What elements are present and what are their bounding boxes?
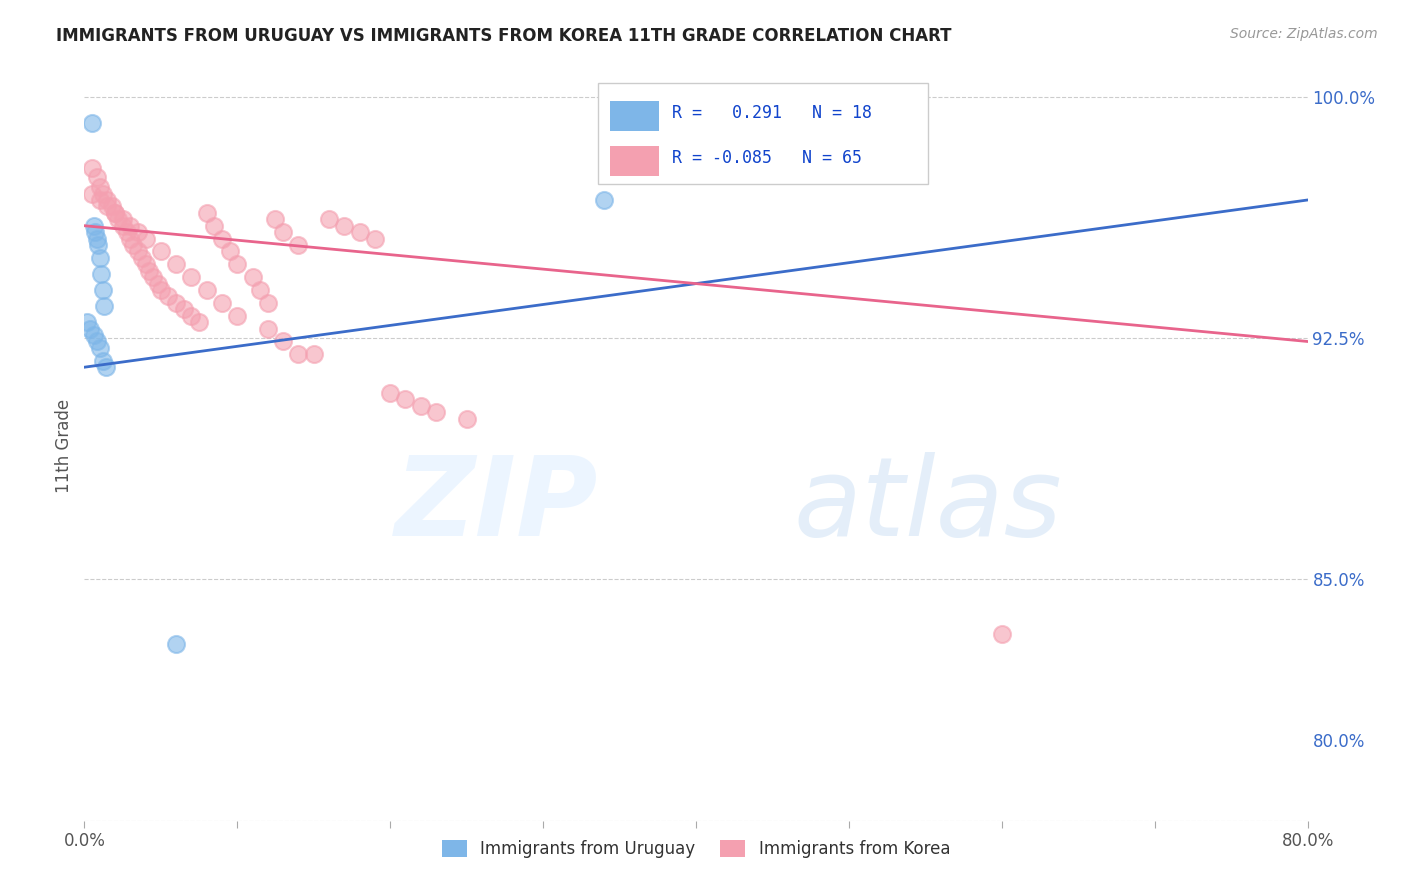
Point	[226, 257, 249, 271]
Point	[287, 347, 309, 361]
Point	[180, 309, 202, 323]
Point	[91, 186, 114, 201]
Point	[165, 637, 187, 651]
Point	[242, 270, 264, 285]
Text: IMMIGRANTS FROM URUGUAY VS IMMIGRANTS FROM KOREA 11TH GRADE CORRELATION CHART: IMMIGRANTS FROM URUGUAY VS IMMIGRANTS FR…	[56, 27, 952, 45]
Point	[107, 212, 129, 227]
Point	[991, 627, 1014, 641]
Point	[120, 231, 142, 245]
Point	[271, 225, 294, 239]
Point	[89, 341, 111, 355]
Point	[127, 244, 149, 259]
Point	[138, 264, 160, 278]
Point	[287, 238, 309, 252]
Point	[195, 283, 218, 297]
Point	[218, 244, 240, 259]
Point	[257, 321, 280, 335]
Point	[380, 386, 402, 401]
Point	[456, 411, 478, 425]
Legend: Immigrants from Uruguay, Immigrants from Korea: Immigrants from Uruguay, Immigrants from…	[436, 833, 956, 864]
Point	[111, 212, 134, 227]
Point	[83, 219, 105, 233]
Point	[89, 180, 111, 194]
Point	[165, 257, 187, 271]
Point	[202, 219, 225, 233]
Text: atlas: atlas	[794, 452, 1063, 559]
Point	[91, 353, 114, 368]
FancyBboxPatch shape	[610, 146, 659, 177]
Point	[96, 193, 118, 207]
Point	[157, 289, 180, 303]
Point	[264, 212, 287, 227]
Point	[93, 299, 115, 313]
Point	[173, 302, 195, 317]
Point	[79, 321, 101, 335]
Text: ZIP: ZIP	[395, 452, 598, 559]
Point	[188, 315, 211, 329]
Point	[115, 225, 138, 239]
Point	[89, 251, 111, 265]
Point	[131, 251, 153, 265]
FancyBboxPatch shape	[598, 83, 928, 184]
Point	[86, 170, 108, 185]
Point	[86, 334, 108, 349]
Point	[146, 277, 169, 291]
Point	[127, 225, 149, 239]
Point	[271, 334, 294, 349]
Y-axis label: 11th Grade: 11th Grade	[55, 399, 73, 493]
Point	[120, 219, 142, 233]
Point	[425, 405, 447, 419]
Point	[142, 270, 165, 285]
Point	[211, 231, 233, 245]
Point	[257, 296, 280, 310]
Point	[180, 270, 202, 285]
Point	[101, 199, 124, 213]
Point	[80, 186, 103, 201]
Point	[104, 206, 127, 220]
Text: R = -0.085   N = 65: R = -0.085 N = 65	[672, 149, 862, 167]
Point	[249, 283, 271, 297]
Point	[80, 116, 103, 130]
Point	[226, 309, 249, 323]
Point	[149, 283, 172, 297]
Point	[318, 212, 340, 227]
Point	[409, 399, 432, 413]
Point	[87, 238, 110, 252]
Point	[211, 296, 233, 310]
Point	[104, 206, 127, 220]
Point	[456, 862, 478, 876]
Point	[593, 193, 616, 207]
Point	[89, 193, 111, 207]
Point	[111, 219, 134, 233]
Point	[349, 225, 371, 239]
Point	[94, 360, 117, 375]
Point	[96, 199, 118, 213]
Point	[83, 328, 105, 343]
Text: R =   0.291   N = 18: R = 0.291 N = 18	[672, 103, 872, 121]
Point	[84, 225, 107, 239]
Point	[76, 315, 98, 329]
Point	[394, 392, 416, 407]
Text: Source: ZipAtlas.com: Source: ZipAtlas.com	[1230, 27, 1378, 41]
Point	[364, 231, 387, 245]
FancyBboxPatch shape	[610, 102, 659, 131]
Point	[149, 244, 172, 259]
Point	[195, 206, 218, 220]
Point	[302, 347, 325, 361]
Point	[135, 257, 157, 271]
Point	[90, 267, 112, 281]
Point	[122, 238, 145, 252]
Point	[80, 161, 103, 175]
Point	[333, 219, 356, 233]
Point	[91, 283, 114, 297]
Point	[165, 296, 187, 310]
Point	[86, 231, 108, 245]
Point	[135, 231, 157, 245]
